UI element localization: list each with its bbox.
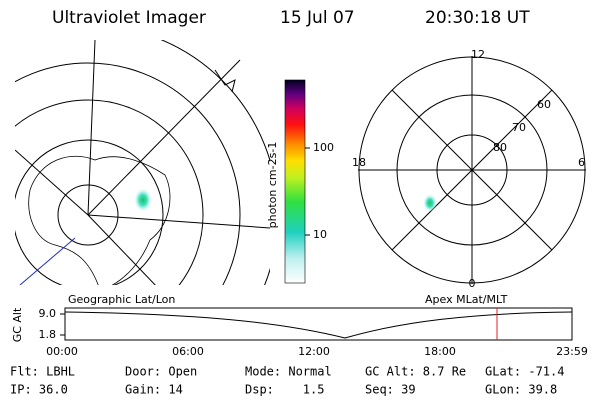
x-tick-label: 12:00 [298,345,330,358]
footer-field: GC Alt: 8.7 Re [365,365,466,379]
x-tick-label: 23:59 [556,345,588,358]
footer-field: Dsp: 1.5 [245,383,324,397]
lat-label: 80 [493,141,507,154]
mlt-dial [358,56,586,284]
footer: Flt: LBHL Door: Open Mode: Normal GC Alt: 8… [10,365,564,397]
footer-field: GLon: 39.8 [485,383,557,397]
x-tick-label: 06:00 [172,345,204,358]
mlt-label: 6 [578,156,585,169]
geographic-map [15,40,270,285]
right-caption: Apex MLat/MLT [425,293,508,306]
y-tick-label: 1.8 [39,328,57,341]
lat-label: 60 [537,98,551,111]
footer-field: Flt: LBHL [10,365,75,379]
instrument: Ultraviolet Imager [52,8,206,28]
footer-field: Door: Open [125,365,197,379]
x-tick-label: 00:00 [46,345,78,358]
footer-field: Gain: 14 [125,383,183,397]
left-caption: Geographic Lat/Lon [68,293,175,306]
footer-field: Seq: 39 [365,383,416,397]
x-tick-label: 18:00 [424,345,456,358]
footer-field: IP: 36.0 [10,383,68,397]
mlt-label: 12 [471,48,485,61]
mlt-label: 0 [469,277,476,290]
footer-field: Mode: Normal [245,365,332,379]
colorbar-tick: 100 [313,141,334,154]
colorbar-label: photon cm-2s-1 [266,142,279,229]
footer-field: GLat: -71.4 [485,365,564,379]
mlt-label: 18 [352,156,366,169]
lat-label: 70 [512,121,526,134]
time: 20:30:18 UT [425,8,530,28]
altitude-plot [60,307,573,341]
y-tick-label: 9.0 [39,307,57,320]
colorbar [284,79,306,284]
alt-label: GC Alt [11,307,24,342]
colorbar-tick: 10 [313,228,327,241]
date: 15 Jul 07 [280,8,355,28]
